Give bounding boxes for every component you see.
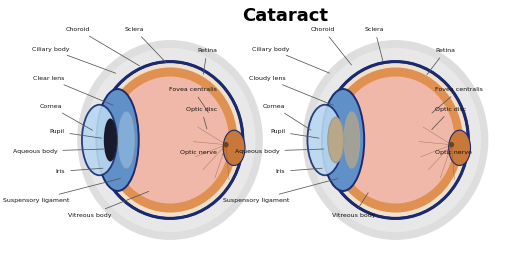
Ellipse shape [449, 130, 471, 165]
Text: Retina: Retina [197, 48, 217, 74]
Ellipse shape [310, 48, 481, 232]
Text: Choroid: Choroid [311, 27, 352, 65]
Text: Optic disc: Optic disc [432, 107, 466, 130]
Text: Fovea centralis: Fovea centralis [169, 87, 217, 113]
Ellipse shape [97, 62, 243, 218]
Text: Sclera: Sclera [125, 27, 166, 62]
Ellipse shape [322, 89, 364, 191]
Text: Cataract: Cataract [242, 7, 328, 25]
Ellipse shape [82, 105, 117, 175]
Text: Pupil: Pupil [270, 129, 319, 138]
Text: Optic nerve: Optic nerve [180, 150, 224, 155]
Text: Cornea: Cornea [263, 104, 311, 130]
Text: Fovea centralis: Fovea centralis [432, 87, 483, 113]
Ellipse shape [303, 40, 488, 240]
Ellipse shape [224, 142, 229, 148]
Text: Iris: Iris [56, 168, 103, 174]
Text: Vitreous body: Vitreous body [332, 193, 375, 218]
Text: Choroid: Choroid [66, 27, 139, 66]
Text: Suspensory ligament: Suspensory ligament [224, 179, 338, 203]
Ellipse shape [84, 48, 256, 232]
Text: Pupil: Pupil [49, 129, 101, 138]
Ellipse shape [328, 117, 344, 163]
Ellipse shape [328, 67, 463, 213]
Text: Cornea: Cornea [40, 104, 93, 130]
Text: Ciliary body: Ciliary body [32, 46, 116, 73]
Ellipse shape [336, 76, 454, 204]
Text: Retina: Retina [427, 48, 456, 75]
Ellipse shape [111, 76, 229, 204]
Text: Iris: Iris [276, 168, 322, 174]
Ellipse shape [323, 62, 469, 218]
Text: Sclera: Sclera [365, 27, 384, 62]
Ellipse shape [223, 130, 245, 165]
Text: Aqueous body: Aqueous body [12, 149, 104, 154]
Text: Ciliary body: Ciliary body [252, 46, 330, 73]
Ellipse shape [102, 67, 238, 213]
Text: Suspensory ligament: Suspensory ligament [3, 178, 120, 203]
Ellipse shape [97, 89, 139, 191]
Ellipse shape [449, 142, 454, 148]
Ellipse shape [344, 112, 360, 168]
Text: Optic nerve: Optic nerve [435, 150, 472, 155]
Ellipse shape [77, 40, 263, 240]
Text: Cloudy lens: Cloudy lens [249, 76, 333, 105]
Text: Aqueous body: Aqueous body [235, 149, 323, 154]
Text: Optic disc: Optic disc [186, 107, 217, 129]
Ellipse shape [307, 105, 342, 175]
Text: Clear lens: Clear lens [33, 76, 113, 105]
Ellipse shape [104, 118, 117, 162]
Ellipse shape [119, 112, 134, 168]
Text: Vitreous body: Vitreous body [68, 192, 149, 218]
